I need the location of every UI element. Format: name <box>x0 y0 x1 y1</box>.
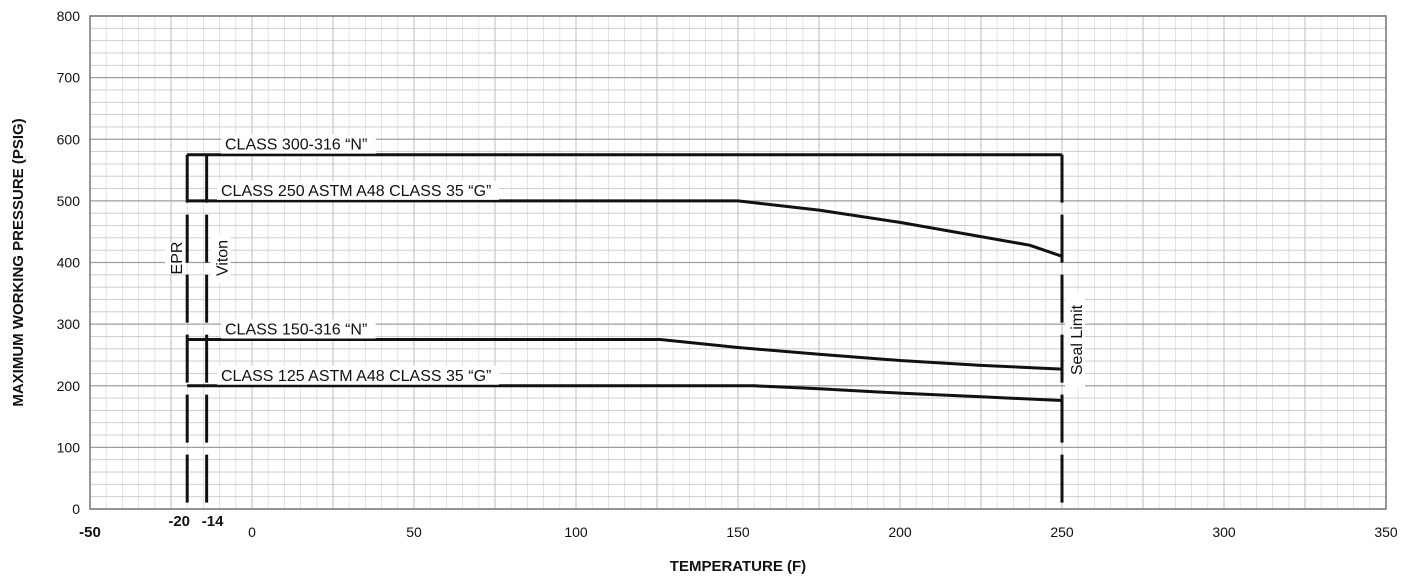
x-tick-label: 0 <box>248 524 256 540</box>
x-tick-label-special: -20 <box>168 513 190 530</box>
x-tick-label: 50 <box>406 524 422 540</box>
series-label: CLASS 300-316 “N” <box>225 137 367 154</box>
y-tick-label: 700 <box>57 70 81 86</box>
series-line <box>187 338 1063 371</box>
y-tick-label: 300 <box>57 316 81 332</box>
vertical-limit-label-bg <box>165 242 186 274</box>
x-tick-label: 150 <box>726 524 750 540</box>
vertical-limit-label: EPR <box>169 242 186 275</box>
x-tick-labels: -50 0 50 100 150 200 250 300 350 -20 -14 <box>79 513 1398 541</box>
y-tick-labels: 0 100 200 300 400 500 600 700 800 <box>57 8 81 517</box>
vertical-limit-label-bg <box>1065 293 1085 387</box>
grid <box>89 15 1387 510</box>
series-label-bg <box>221 319 376 339</box>
series-line <box>187 199 1063 258</box>
series-label-bg <box>217 180 500 200</box>
vertical-limit-label-bg <box>210 233 231 283</box>
series-label-bg <box>217 365 500 385</box>
x-tick-label: 300 <box>1212 524 1236 540</box>
x-tick-label: 100 <box>564 524 588 540</box>
series-label-bg <box>221 134 376 154</box>
vertical-limit-label: Viton <box>215 240 232 276</box>
y-tick-label: 400 <box>57 255 81 271</box>
y-tick-label: 100 <box>57 439 81 455</box>
x-tick-label: -50 <box>79 524 101 541</box>
series-label: CLASS 125 ASTM A48 CLASS 35 “G” <box>221 368 491 385</box>
plot-border <box>89 15 1387 510</box>
y-tick-label: 500 <box>57 193 81 209</box>
series-label: CLASS 250 ASTM A48 CLASS 35 “G” <box>221 183 491 200</box>
x-tick-label: 250 <box>1050 524 1074 540</box>
x-tick-label-special: -14 <box>202 513 224 530</box>
series-label: CLASS 150-316 “N” <box>225 322 367 339</box>
x-tick-label: 200 <box>888 524 912 540</box>
y-tick-label: 800 <box>57 8 81 24</box>
x-tick-label: 350 <box>1374 524 1398 540</box>
vertical-limit-lines: EPR Viton Seal Limit <box>165 154 1086 509</box>
series-lines: CLASS 300-316 “N” CLASS 250 ASTM A48 CLAS… <box>187 134 1063 402</box>
y-tick-label: 200 <box>57 378 81 394</box>
x-axis-title: TEMPERATURE (F) <box>670 558 806 575</box>
vertical-limit-label: Seal Limit <box>1069 304 1086 375</box>
series-line <box>187 384 1063 402</box>
y-tick-label: 0 <box>72 501 80 517</box>
y-axis-title: MAXIMUM WORKING PRESSURE (PSIG) <box>10 118 27 406</box>
y-tick-label: 600 <box>57 131 81 147</box>
